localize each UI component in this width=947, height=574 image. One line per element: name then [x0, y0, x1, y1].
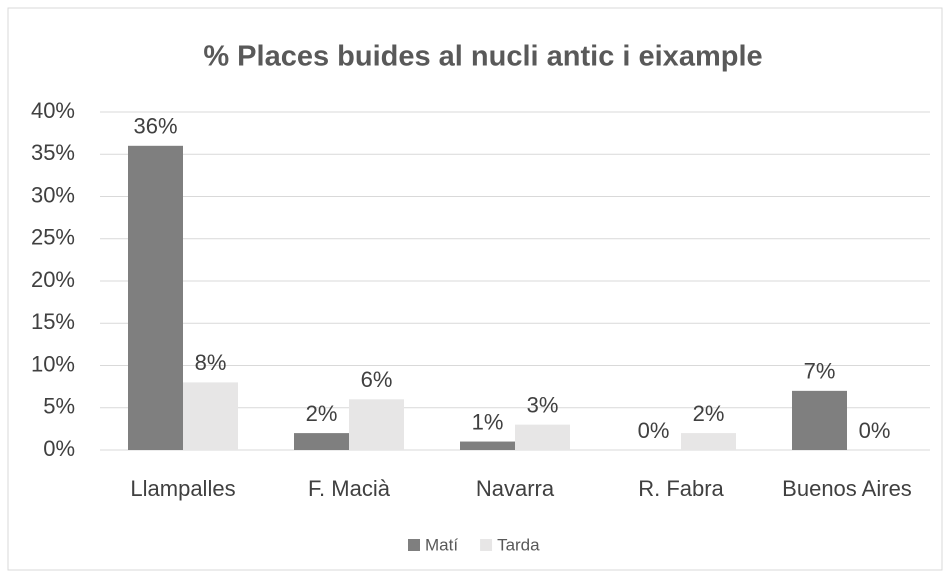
- value-label: 36%: [133, 114, 177, 139]
- y-tick-label: 0%: [43, 436, 75, 461]
- x-tick-label: Navarra: [476, 476, 555, 501]
- value-label: 2%: [693, 401, 725, 426]
- value-label: 3%: [527, 392, 559, 417]
- y-tick-label: 40%: [31, 98, 75, 123]
- legend-swatch: [408, 539, 420, 551]
- legend-swatch: [480, 539, 493, 551]
- bar: [128, 145, 183, 451]
- bar: [460, 441, 515, 450]
- y-tick-label: 30%: [31, 182, 75, 207]
- y-tick-label: 10%: [31, 351, 75, 376]
- value-label: 7%: [804, 359, 836, 384]
- y-tick-label: 25%: [31, 225, 75, 250]
- bar: [349, 399, 404, 450]
- x-tick-label: Llampalles: [130, 476, 235, 501]
- value-label: 0%: [638, 418, 670, 443]
- legend-label: Tarda: [497, 535, 540, 554]
- y-tick-label: 35%: [31, 140, 75, 165]
- legend-label: Matí: [425, 535, 458, 554]
- y-tick-label: 5%: [43, 394, 75, 419]
- y-tick-label: 20%: [31, 267, 75, 292]
- bar: [681, 433, 736, 450]
- chart-title: % Places buides al nucli antic i eixampl…: [203, 41, 762, 73]
- x-tick-label: Buenos Aires: [782, 476, 912, 501]
- bar: [294, 433, 349, 450]
- bar: [515, 424, 570, 450]
- x-tick-label: F. Macià: [308, 476, 391, 501]
- bar: [183, 382, 238, 450]
- x-tick-label: R. Fabra: [638, 476, 724, 501]
- value-label: 0%: [859, 418, 891, 443]
- value-label: 2%: [306, 401, 338, 426]
- value-label: 6%: [361, 367, 393, 392]
- y-tick-label: 15%: [31, 309, 75, 334]
- value-label: 1%: [472, 409, 504, 434]
- bar: [792, 390, 847, 450]
- value-label: 8%: [195, 350, 227, 375]
